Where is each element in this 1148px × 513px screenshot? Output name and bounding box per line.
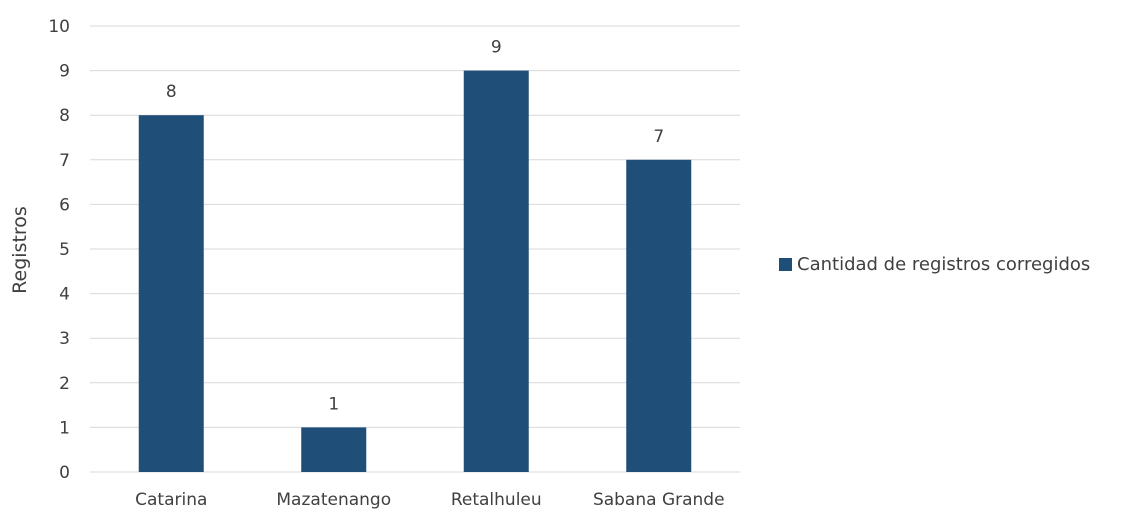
x-tick-label: Retalhuleu [451, 490, 542, 510]
data-labels: 8 1 9 7 [166, 38, 664, 415]
y-tick-label: 8 [59, 106, 70, 126]
y-axis-ticks: 0 1 2 3 4 5 6 7 8 9 10 [48, 17, 70, 483]
y-tick-label: 7 [59, 151, 70, 171]
x-axis-ticks: Catarina Mazatenango Retalhuleu Sabana Gran… [135, 490, 724, 510]
y-tick-label: 0 [59, 463, 70, 483]
y-tick-label: 3 [59, 329, 70, 349]
bar-mazatenango [301, 427, 367, 472]
bar-retalhuleu [463, 70, 529, 472]
data-label: 8 [166, 82, 177, 102]
bars [138, 70, 692, 473]
y-tick-label: 1 [59, 418, 70, 438]
legend-swatch [779, 258, 792, 271]
y-tick-label: 2 [59, 374, 70, 394]
legend-label: Cantidad de registros corregidos [797, 254, 1090, 275]
bar-catarina [138, 115, 204, 472]
y-tick-label: 4 [59, 285, 70, 305]
y-tick-label: 10 [48, 17, 70, 37]
x-tick-label: Sabana Grande [593, 490, 725, 510]
data-label: 9 [491, 38, 502, 58]
data-label: 7 [653, 127, 664, 147]
x-tick-label: Mazatenango [276, 490, 391, 510]
y-tick-label: 6 [59, 195, 70, 215]
y-axis-title: Registros [9, 206, 31, 294]
bar-sabana-grande [626, 159, 692, 473]
legend: Cantidad de registros corregidos [779, 254, 1090, 275]
y-tick-label: 9 [59, 62, 70, 82]
y-tick-label: 5 [59, 240, 70, 260]
x-tick-label: Catarina [135, 490, 207, 510]
data-label: 1 [328, 394, 339, 414]
